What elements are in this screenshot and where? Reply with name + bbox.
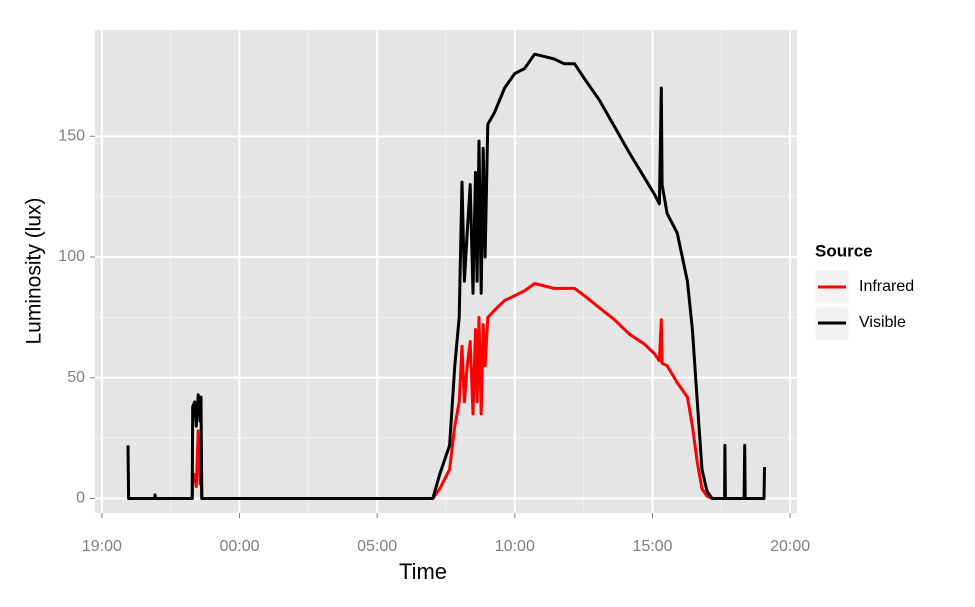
series-line — [126, 52, 766, 500]
y-axis-title: Luminosity (lux) — [23, 197, 46, 344]
x-tick-label: 20:00 — [770, 538, 810, 555]
x-tick-label: 19:00 — [82, 538, 122, 555]
legend-label: Visible — [859, 314, 906, 331]
x-tick-label: 00:00 — [220, 538, 260, 555]
x-tick-label: 15:00 — [632, 538, 672, 555]
legend-title: Source — [815, 241, 873, 260]
y-tick-label: 100 — [58, 248, 85, 265]
y-tick-label: 150 — [58, 127, 85, 144]
x-tick-label: 05:00 — [357, 538, 397, 555]
legend-label: Infrared — [859, 278, 914, 295]
x-axis-title: Time — [399, 559, 447, 584]
x-tick-label: 10:00 — [495, 538, 535, 555]
y-tick-label: 0 — [76, 490, 85, 507]
y-tick-label: 50 — [67, 369, 85, 386]
